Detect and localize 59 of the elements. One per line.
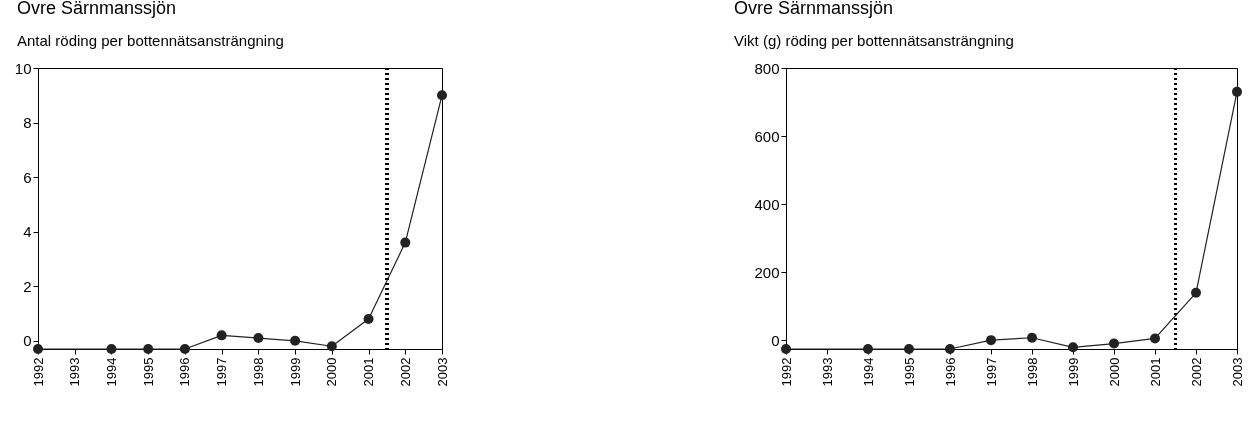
y-tick-label: 0 (771, 331, 780, 349)
x-tick-label: 1998 (1024, 357, 1040, 387)
y-tick-label: 600 (754, 127, 780, 145)
point (1068, 342, 1078, 353)
y-tick-label: 6 (23, 168, 32, 186)
point (1109, 338, 1119, 349)
x-tick-label: 2000 (324, 357, 340, 387)
x-tick-label: 1998 (250, 357, 266, 387)
point (363, 314, 374, 324)
y-tick-label: 10 (14, 59, 32, 77)
x-tick-label: 1996 (177, 357, 193, 387)
point (1191, 287, 1201, 298)
x-tick-label: 1994 (860, 357, 876, 387)
y-tick-label: 800 (754, 59, 780, 77)
x-tick-label: 2001 (1147, 357, 1163, 387)
point (781, 344, 791, 354)
x-tick-label: 1994 (103, 357, 119, 387)
point (1150, 333, 1160, 344)
point (216, 330, 227, 341)
point (253, 333, 264, 344)
point (1232, 86, 1242, 97)
x-tick-label: 1993 (819, 357, 835, 387)
x-tick-label: 2002 (1188, 357, 1204, 387)
point (106, 344, 117, 354)
x-tick-label: 1995 (140, 357, 156, 387)
x-tick-label: 1995 (901, 357, 917, 387)
x-tick-label: 1992 (778, 357, 794, 387)
point (904, 344, 914, 354)
x-tick-label: 2001 (361, 357, 377, 387)
x-tick-label: 1999 (1065, 357, 1081, 387)
x-tick-label: 2002 (397, 357, 413, 387)
point (400, 237, 411, 248)
y-axis-title: Antal röding per bottennätsansträngning (17, 32, 284, 49)
x-tick-label: 2003 (434, 357, 450, 387)
y-tick-label: 8 (23, 114, 32, 132)
point (290, 335, 301, 346)
y-axis-title: Vikt (g) röding per bottennätsansträngning (734, 32, 1014, 49)
point (1027, 332, 1037, 343)
x-tick-label: 2000 (1106, 357, 1122, 387)
point (437, 90, 447, 101)
x-tick-label: 1997 (214, 357, 230, 387)
y-tick-label: 400 (754, 195, 780, 213)
x-tick-label: 1996 (942, 357, 958, 387)
x-tick-label: 1992 (30, 357, 46, 387)
point (986, 335, 996, 346)
y-tick-label: 4 (23, 223, 32, 241)
x-tick-label: 2003 (1229, 357, 1245, 387)
point (326, 341, 337, 352)
point (143, 344, 154, 354)
point (945, 344, 955, 354)
y-tick-label: 0 (23, 332, 32, 350)
point (863, 344, 873, 354)
y-tick-label: 200 (754, 263, 780, 281)
y-tick-label: 2 (23, 277, 32, 295)
x-tick-label: 1997 (983, 357, 999, 387)
x-tick-label: 1999 (287, 357, 303, 387)
point (179, 344, 190, 354)
x-tick-label: 1993 (67, 357, 83, 387)
point (33, 344, 43, 354)
